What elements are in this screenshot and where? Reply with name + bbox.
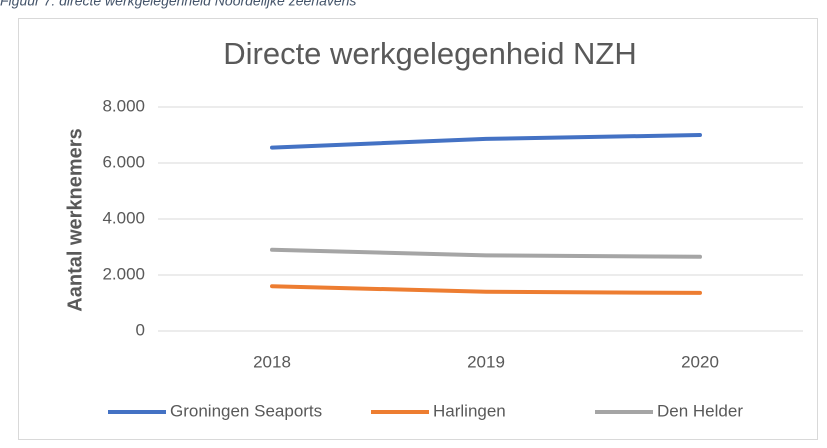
legend-label: Den Helder — [657, 401, 743, 420]
y-tick-label: 6.000 — [102, 152, 145, 171]
y-tick-label: 2.000 — [102, 264, 145, 283]
y-tick-label: 0 — [136, 320, 145, 339]
legend-label: Groningen Seaports — [170, 401, 322, 420]
legend-label: Harlingen — [433, 401, 506, 420]
y-tick-label: 8.000 — [102, 96, 145, 115]
y-tick-label: 4.000 — [102, 208, 145, 227]
x-tick-label: 2019 — [467, 352, 505, 371]
x-tick-label: 2020 — [681, 352, 719, 371]
chart-border — [18, 18, 818, 440]
x-tick-label: 2018 — [253, 352, 291, 371]
y-axis-label: Aantal werknemers — [64, 128, 86, 311]
caption: Figuur 7: directe werkgelegenheid Noorde… — [0, 0, 356, 9]
line-series — [270, 247, 702, 259]
line-series — [270, 133, 702, 150]
line-series — [270, 284, 702, 295]
chart-title: Directe werkgelegenheid NZH — [223, 36, 637, 71]
